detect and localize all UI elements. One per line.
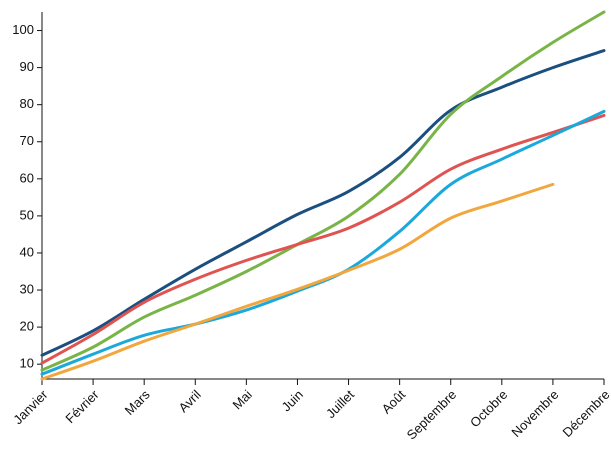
x-tick-label: Septembre [404, 387, 460, 443]
line [40, 182, 555, 381]
line [40, 113, 606, 365]
x-tick-label: Juillet [323, 387, 357, 421]
y-tick-label: 80 [20, 96, 34, 111]
line [40, 109, 606, 376]
x-tick-label: Mars [122, 387, 153, 418]
x-tick-label: Octobre [467, 387, 510, 430]
line [40, 49, 606, 357]
y-tick-label: 70 [20, 133, 34, 148]
x-tick-label: Juin [279, 387, 306, 414]
x-tick-label: Août [379, 387, 409, 417]
x-tick-label: Mai [229, 387, 254, 412]
y-tick-label: 90 [20, 59, 34, 74]
y-tick-label: 100 [12, 22, 34, 37]
y-tick-label: 30 [20, 281, 34, 296]
line [40, 10, 606, 372]
x-tick-label: Avril [176, 387, 204, 415]
y-tick-label: 20 [20, 319, 34, 334]
y-tick-label: 40 [20, 244, 34, 259]
y-tick-label: 10 [20, 356, 34, 371]
y-tick-label: 60 [20, 170, 34, 185]
x-tick-label: Novembre [508, 387, 561, 440]
x-tick-label: Janvier [10, 386, 51, 427]
x-tick-label: Décembre [560, 387, 611, 440]
y-tick-label: 50 [20, 207, 34, 222]
x-tick-label: Février [62, 386, 102, 426]
